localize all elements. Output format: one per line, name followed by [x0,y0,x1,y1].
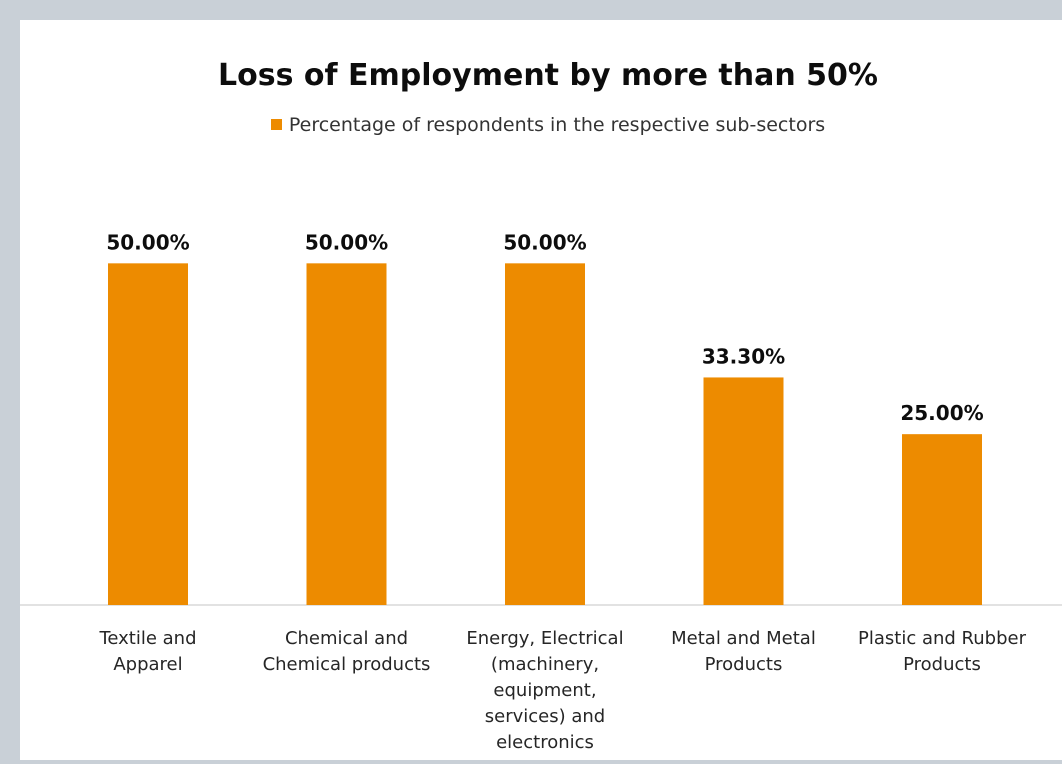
chart-frame: Loss of Employment by more than 50% Perc… [20,20,1062,760]
x-tick-label: Chemical and Chemical products [263,628,431,675]
x-tick-label: Metal and Metal Products [671,628,816,675]
data-label: 33.30% [702,344,785,368]
x-tick-label-line: equipment, [493,680,596,701]
chart-legend: Percentage of respondents in the respect… [20,114,1062,136]
x-tick-label-line: Chemical and [285,628,408,649]
x-tick-label: Plastic and Rubber Products [858,628,1027,675]
bar [306,263,387,605]
chart-title: Loss of Employment by more than 50% [218,58,878,93]
x-tick-label-line: (machinery, [491,654,599,675]
bar [703,377,784,605]
data-label: 50.00% [106,230,189,254]
x-tick-label-line: Products [705,654,783,675]
x-tick-label-line: Products [903,654,981,675]
bar-chart-plot: 50.00% Textile and Apparel 50.00% Chemical a… [20,230,1062,753]
data-label: 25.00% [900,401,983,425]
bar [108,263,188,605]
x-tick-label-line: Chemical products [263,654,431,675]
data-label: 50.00% [503,230,586,254]
x-tick-label-line: Plastic and Rubber [858,628,1027,649]
bar [505,263,585,605]
legend-swatch [270,119,282,130]
bar [902,434,982,605]
x-tick-label-line: Apparel [113,654,182,675]
x-tick-label-line: Metal and Metal [671,628,816,649]
x-tick-label: Textile and Apparel [98,628,196,675]
data-label: 50.00% [305,230,388,254]
x-tick-label: Energy, Electrical (machinery, equipment, s… [466,628,623,753]
x-tick-label-line: Textile and [98,628,196,649]
x-tick-label-line: services) and [485,706,605,727]
x-tick-label-line: electronics [496,732,594,753]
x-tick-label-line: Energy, Electrical [466,628,623,649]
legend-label: Percentage of respondents in the respect… [288,114,826,136]
